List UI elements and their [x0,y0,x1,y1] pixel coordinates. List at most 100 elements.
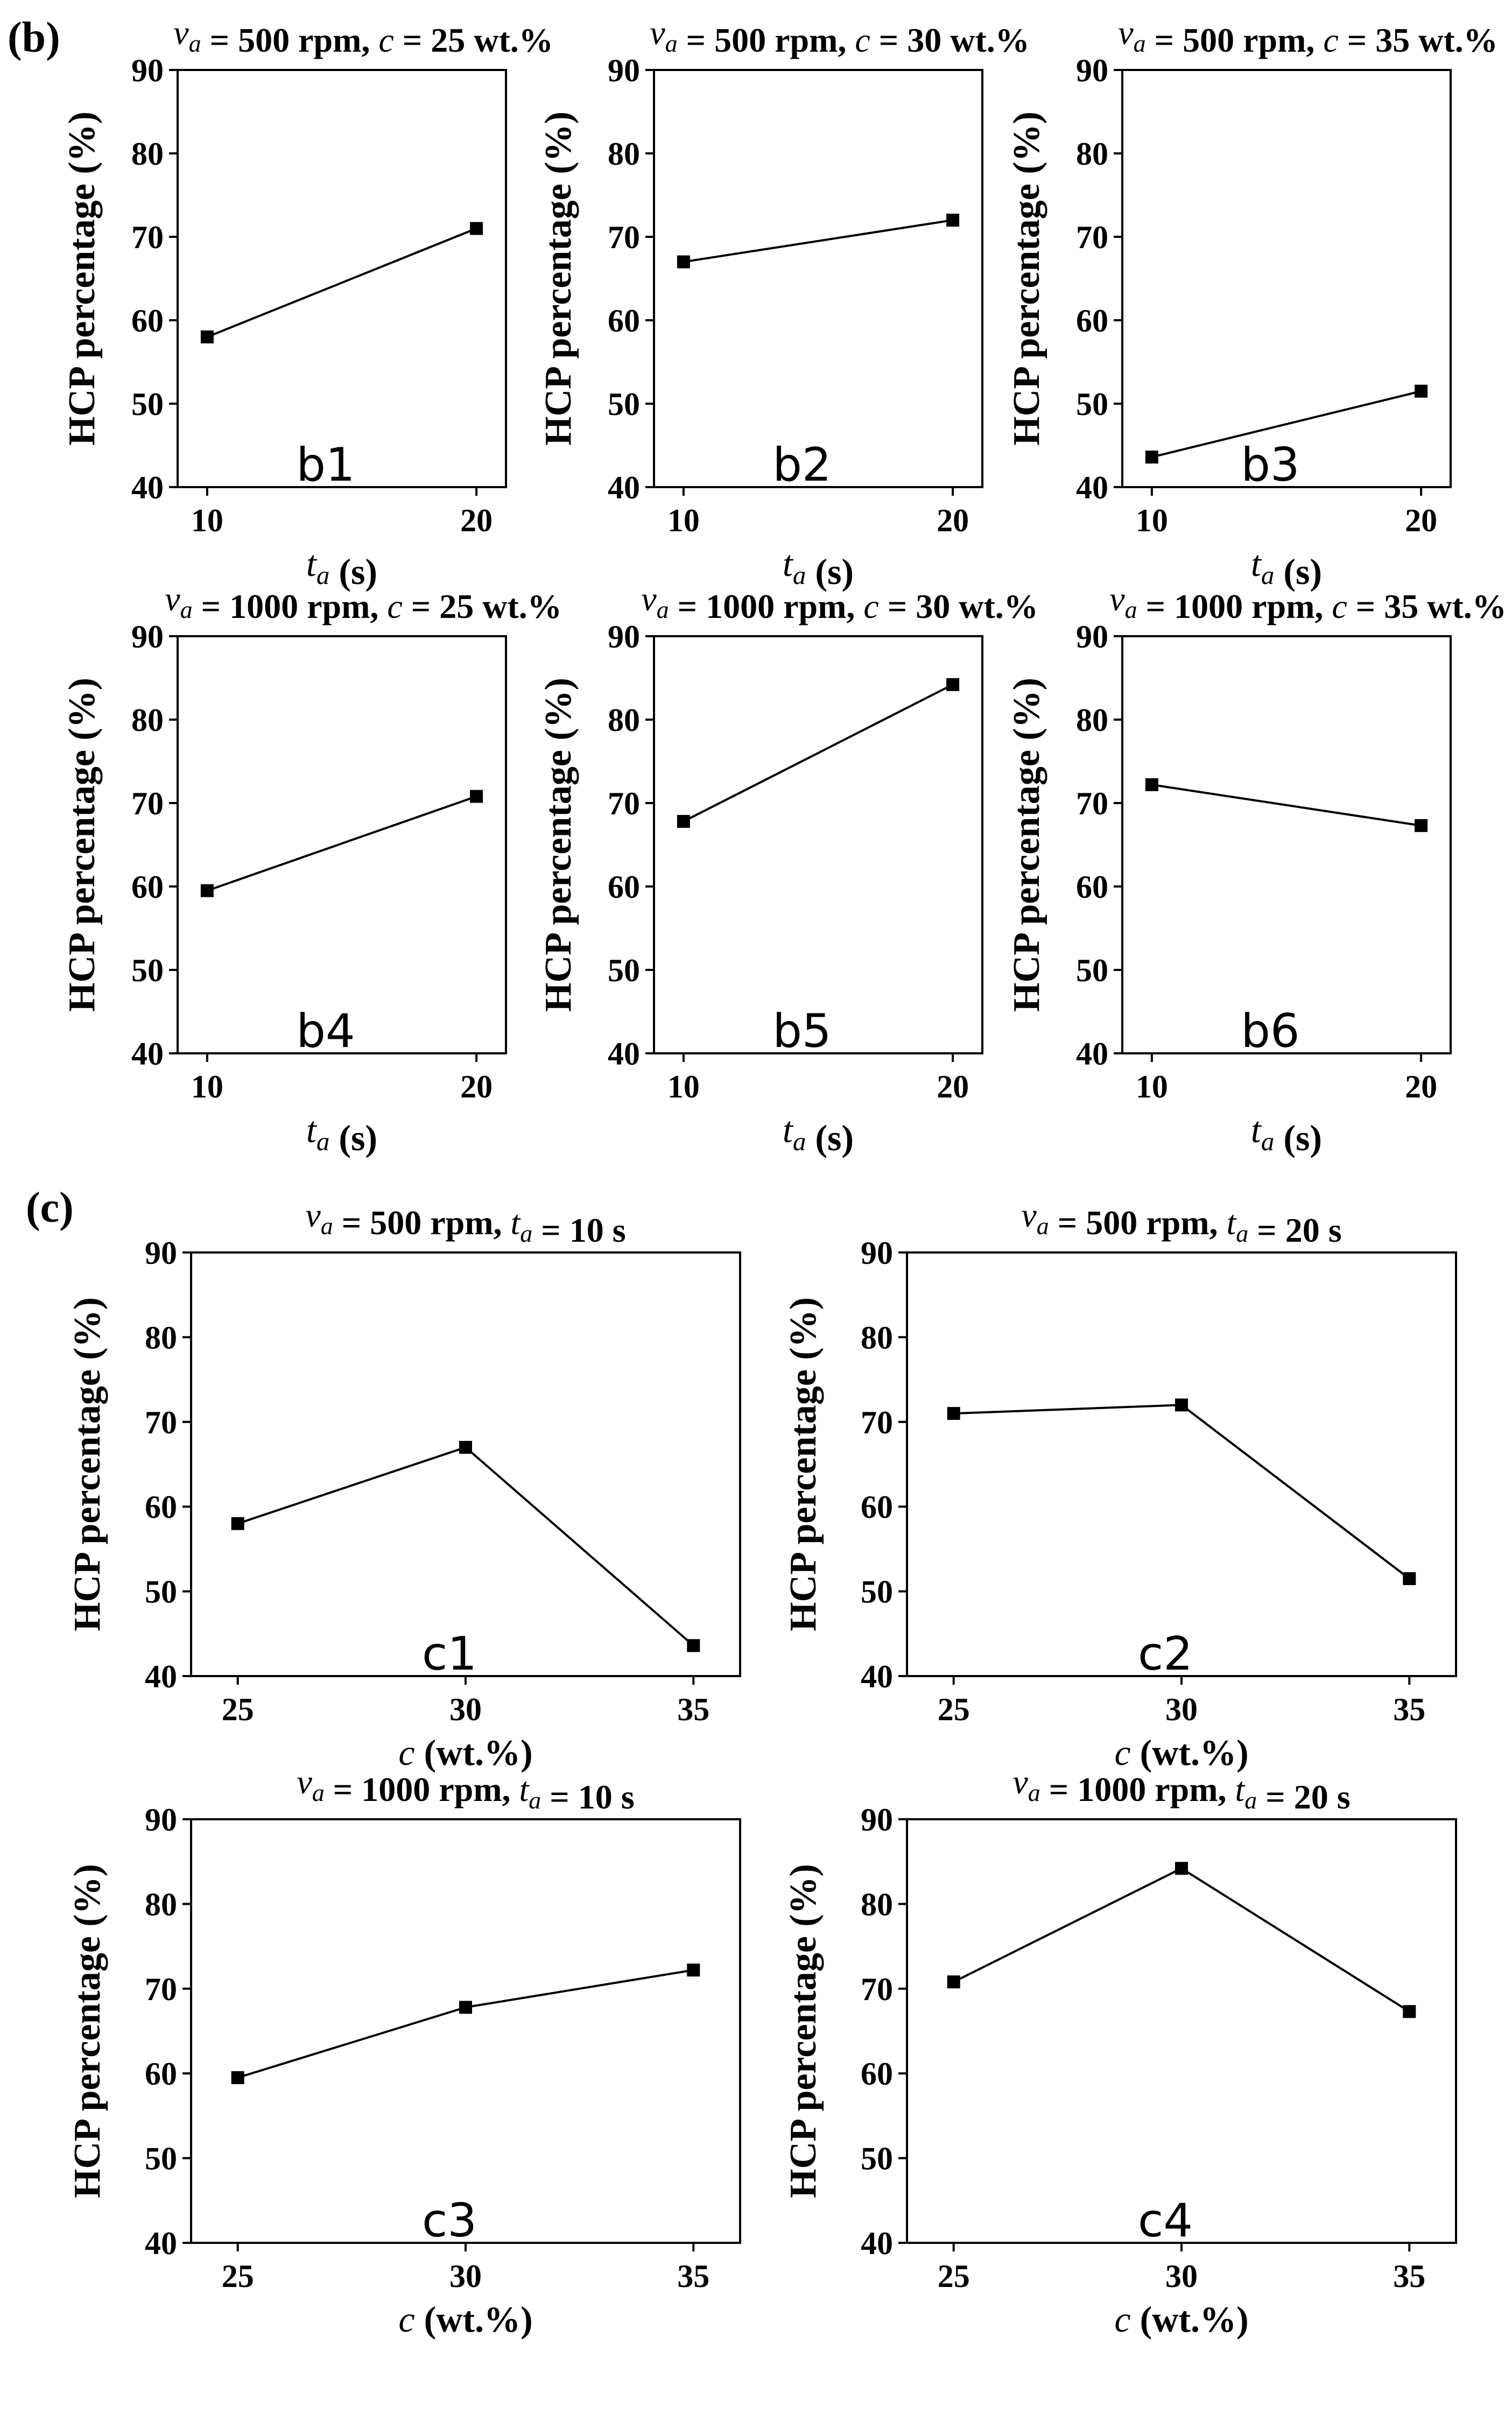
y-tick-label: 40 [608,470,640,505]
y-tick-label: 70 [608,220,640,255]
y-axis-label: HCP percentage (%) [538,111,579,446]
x-axis-label: ta (s) [306,1109,377,1158]
data-point [470,790,483,803]
plot-frame [653,69,983,488]
data-point [1175,1398,1188,1412]
x-tick-label: 30 [449,2258,482,2294]
plot-frame [1121,69,1452,488]
data-point [1403,2005,1416,2018]
y-tick-label: 50 [1076,953,1108,988]
y-tick-label: 60 [861,2056,893,2092]
data-point [459,1441,472,1454]
plot-frame [653,635,983,1054]
x-tick-label: 10 [1136,1069,1168,1104]
chart-b3: 40 50 60 70 80 90 10 20 HCP percentage (%) ta (s)… [1006,13,1498,592]
x-axis-label: ta (s) [1251,543,1322,592]
y-tick-label: 80 [1076,702,1108,738]
y-tick-label: 80 [1076,136,1108,172]
y-tick-label: 70 [861,1972,893,2007]
panel-label: b5 [772,1004,831,1058]
chart-b1: 40 50 60 70 80 90 10 20 HCP percentage (%) ta (s)… [61,13,553,592]
chart-b2: 40 50 60 70 80 90 10 20 HCP percentage (%) ta (s)… [538,13,1030,592]
x-tick-label: 25 [938,2258,970,2294]
x-tick-label: 35 [677,1692,709,1727]
plot-frame [177,69,507,488]
data-point [1145,451,1158,464]
y-tick-label: 70 [1076,786,1108,821]
x-axis-label: ta (s) [1251,1109,1322,1158]
y-axis-label: HCP percentage (%) [67,1297,108,1631]
plot-frame [177,635,507,1054]
x-tick-label: 10 [667,1069,700,1104]
series-line [207,795,477,892]
panel-label: b1 [296,438,355,492]
x-tick-label: 30 [1165,2258,1198,2294]
x-tick-label: 30 [1165,1692,1198,1727]
x-tick-label: 35 [1393,1692,1425,1727]
y-tick-label: 50 [1076,386,1108,422]
chart-c4: 40 50 60 70 80 90 25 30 35 HCP percentage (%) c (w… [783,1763,1457,2340]
y-tick-label: 50 [608,386,640,422]
panel-label: c2 [1138,1627,1193,1681]
y-tick-label: 40 [1076,470,1108,505]
series-line [237,1446,694,1646]
x-axis-label: c (wt.%) [1114,2299,1248,2340]
y-tick-label: 70 [608,786,640,821]
y-tick-label: 60 [608,869,640,905]
data-point [1145,778,1158,791]
y-tick-label: 60 [145,2056,177,2092]
y-tick-label: 50 [608,953,640,988]
y-tick-label: 80 [131,702,164,738]
chart-c2: 40 50 60 70 80 90 25 30 35 HCP percentage (%) c (w… [783,1196,1457,1773]
series-line [953,1867,1410,2012]
section-label-c: (c) [26,1184,74,1231]
y-tick-label: 70 [145,1972,177,2007]
y-axis-label: HCP percentage (%) [61,111,103,446]
data-point [231,1517,244,1530]
y-tick-label: 70 [131,220,164,255]
chart-c3: 40 50 60 70 80 90 25 30 35 HCP percentage (%) c (w… [67,1763,741,2340]
y-tick-label: 50 [861,1574,893,1610]
x-tick-label: 35 [1393,2258,1425,2294]
x-tick-label: 20 [1405,1069,1437,1104]
chart-b5: 40 50 60 70 80 90 10 20 HCP percentage (%) ta (s)… [538,580,1038,1158]
y-tick-label: 60 [145,1489,177,1525]
data-point [946,678,960,691]
chart-title: va = 1000 rpm, c = 30 wt.% [641,580,1038,625]
x-tick-label: 20 [460,503,493,538]
y-tick-label: 70 [1076,220,1108,255]
x-tick-label: 25 [938,1692,970,1727]
y-tick-label: 60 [608,303,640,339]
chart-title: va = 1000 rpm, c = 35 wt.% [1109,580,1507,625]
x-tick-label: 35 [677,2258,709,2294]
x-tick-label: 10 [1136,503,1168,538]
chart-title: va = 500 rpm, ta = 20 s [1021,1196,1341,1249]
y-axis-label: HCP percentage (%) [783,1297,824,1631]
y-tick-label: 60 [1076,303,1108,339]
x-tick-label: 20 [460,1069,493,1104]
panel-label: c4 [1138,2194,1193,2248]
y-axis-label: HCP percentage (%) [61,678,103,1012]
x-tick-label: 25 [222,1692,254,1727]
y-tick-label: 70 [131,786,164,821]
x-axis-label: c (wt.%) [1114,1732,1248,1773]
data-point [1403,1572,1416,1585]
y-tick-label: 90 [1076,53,1108,88]
y-tick-label: 40 [145,2226,177,2261]
y-tick-label: 90 [145,1802,177,1838]
y-tick-label: 40 [131,470,164,505]
chart-title: va = 1000 rpm, c = 25 wt.% [165,580,562,625]
data-point [1175,1862,1188,1875]
x-tick-label: 20 [937,503,969,538]
chart-title: va = 500 rpm, c = 25 wt.% [173,13,553,59]
chart-c1: 40 50 60 70 80 90 25 30 35 HCP percentage (%) c (w… [67,1196,741,1773]
x-tick-label: 10 [191,1069,223,1104]
x-tick-label: 10 [667,503,700,538]
data-point [200,884,214,897]
y-tick-label: 90 [608,53,640,88]
series-line [953,1404,1410,1580]
series-line [1151,783,1422,827]
y-tick-label: 70 [861,1405,893,1440]
panel-label: b2 [772,438,831,492]
y-tick-label: 40 [861,2226,893,2261]
